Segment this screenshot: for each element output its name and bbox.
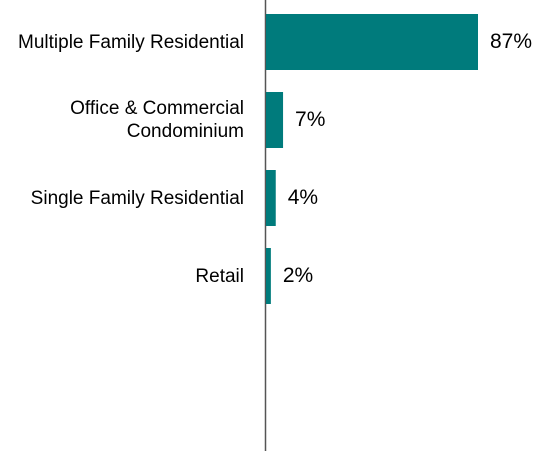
- value-label: 7%: [295, 108, 326, 131]
- category-label: Single Family Residential: [30, 187, 244, 209]
- bar: [266, 14, 478, 70]
- bar: [266, 170, 276, 226]
- value-label: 2%: [282, 264, 314, 287]
- category-label: Multiple Family Residential: [18, 31, 244, 53]
- category-label: Retail: [195, 265, 244, 287]
- bar: [266, 248, 271, 304]
- category-label: Office & Commercial Condominium: [70, 98, 244, 142]
- value-label: 87%: [490, 30, 533, 53]
- bar: [266, 92, 284, 148]
- value-label: 4%: [287, 186, 319, 209]
